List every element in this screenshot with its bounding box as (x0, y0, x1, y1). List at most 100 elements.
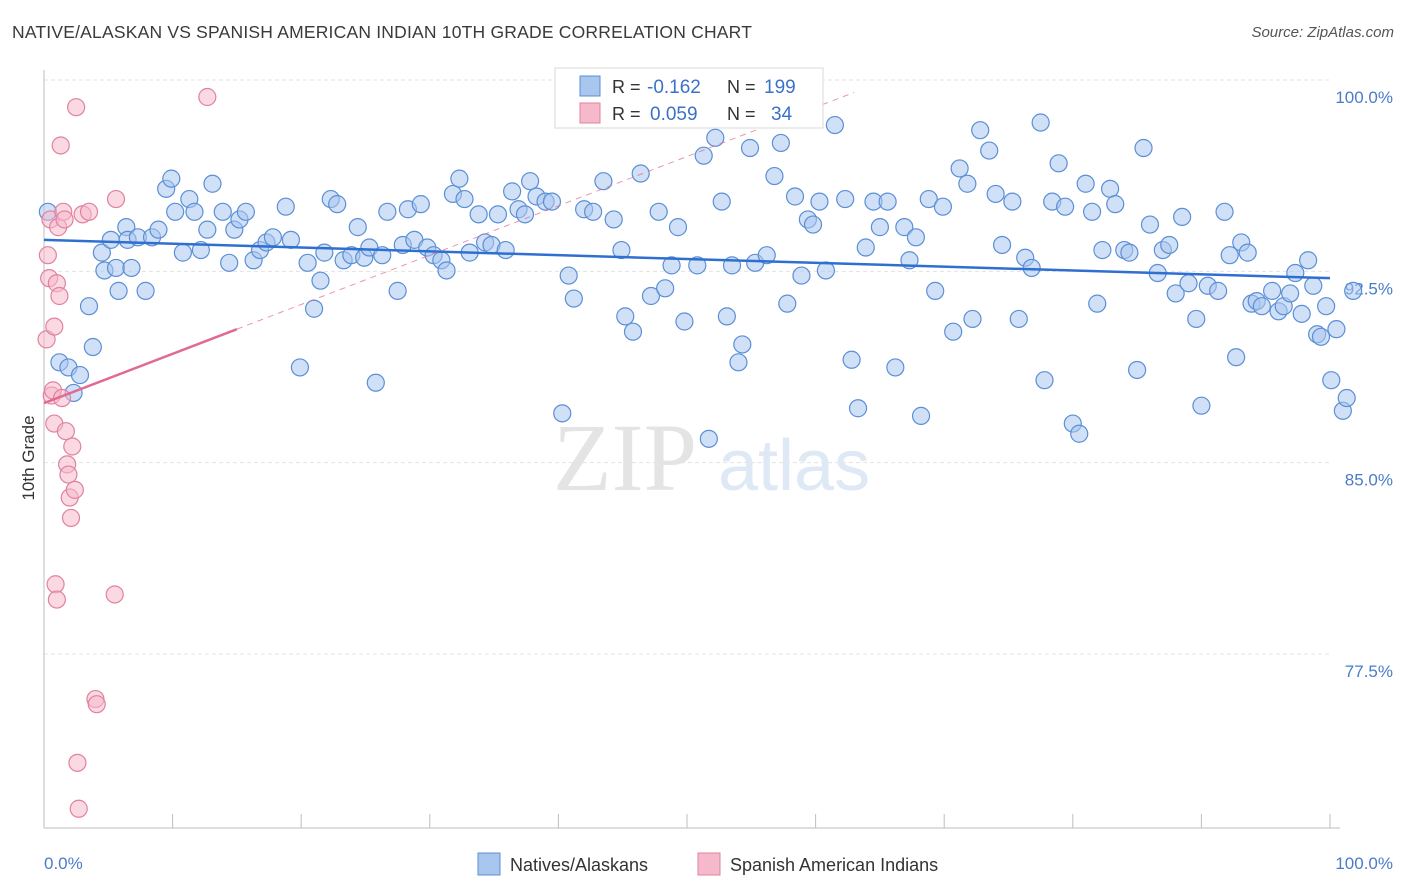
data-point (1127, 360, 1147, 380)
data-point (437, 261, 456, 280)
data-point (1299, 251, 1318, 270)
data-point (992, 235, 1012, 255)
data-point (842, 350, 861, 369)
x-tick-labels: 0.0% 100.0% (44, 854, 1393, 873)
data-point (765, 166, 784, 186)
data-point (1227, 348, 1246, 367)
data-point (971, 121, 990, 140)
data-point (45, 317, 64, 336)
data-point (926, 281, 945, 300)
data-point (668, 218, 688, 237)
trend-line-spanish-american-indians (43, 327, 238, 405)
data-point (564, 289, 583, 308)
data-point (1088, 294, 1107, 313)
data-point (906, 228, 926, 247)
data-point (55, 210, 74, 229)
series-natives-alaskans (38, 113, 1363, 448)
data-point (68, 753, 87, 772)
data-point (1093, 240, 1112, 260)
y-tick-label: 85.0% (1345, 471, 1393, 490)
legend-n-label-1: N = (727, 77, 756, 97)
data-point (503, 182, 522, 201)
data-point (810, 192, 829, 211)
data-point (950, 159, 969, 178)
y-axis-label: 10th Grade (19, 415, 38, 500)
data-point (604, 210, 623, 229)
bottom-legend-swatch-blue (477, 852, 501, 876)
x-tick-label: 0.0% (44, 854, 83, 873)
data-point (92, 243, 111, 262)
data-point (706, 128, 725, 147)
data-point (792, 266, 811, 285)
data-point (631, 164, 650, 183)
data-point (166, 202, 185, 221)
data-point (87, 695, 106, 714)
data-point (1076, 174, 1095, 193)
data-point (895, 218, 914, 237)
data-point (771, 133, 790, 153)
y-tick-labels: 77.5%85.0%92.5%100.0% (1335, 88, 1393, 681)
data-point (1082, 202, 1102, 221)
data-point (712, 192, 731, 211)
data-point (1281, 284, 1300, 303)
data-point (213, 202, 232, 221)
data-point (1049, 154, 1068, 173)
data-point (1252, 297, 1271, 316)
data-point (122, 258, 141, 278)
series-spanish-american-indians (37, 87, 217, 818)
data-point (1031, 113, 1050, 132)
data-point (1055, 197, 1075, 216)
data-point (825, 115, 844, 135)
data-point (1120, 243, 1139, 262)
data-point (79, 297, 99, 316)
data-point (366, 373, 385, 392)
data-point (1311, 327, 1331, 346)
data-point (919, 189, 938, 209)
data-point (50, 286, 69, 306)
data-point (496, 240, 515, 260)
data-point (542, 192, 562, 211)
data-point (1327, 320, 1346, 339)
legend-n-label-2: N = (727, 104, 756, 124)
bottom-legend-swatch-pink (697, 852, 721, 876)
data-point (315, 243, 334, 262)
data-point (1317, 297, 1336, 316)
data-point (290, 358, 310, 377)
legend-r-value-2: 0.059 (650, 104, 698, 125)
data-point (488, 205, 508, 224)
data-point (65, 480, 84, 499)
data-point (944, 322, 963, 341)
legend-r-value-1: -0.162 (647, 77, 701, 98)
data-point (1337, 388, 1356, 408)
data-point (757, 246, 776, 265)
data-point (1100, 179, 1120, 198)
data-point (878, 192, 897, 211)
data-point (612, 240, 631, 260)
legend-n-value-2: 34 (771, 104, 793, 125)
data-point (778, 294, 797, 313)
data-point (623, 322, 643, 341)
data-point (1009, 309, 1028, 329)
data-point (348, 218, 367, 237)
data-point (51, 136, 70, 155)
data-point (980, 141, 999, 160)
data-point (56, 422, 75, 441)
data-point (594, 172, 613, 191)
data-point (298, 253, 317, 272)
data-point (185, 202, 204, 221)
bottom-legend-label-2: Spanish American Indians (730, 855, 938, 875)
data-point (958, 174, 977, 193)
y-tick-label: 100.0% (1335, 88, 1393, 107)
chart-title: NATIVE/ALASKAN VS SPANISH AMERICAN INDIA… (12, 22, 753, 42)
data-point (986, 184, 1005, 204)
data-point (733, 335, 752, 354)
data-point (1215, 202, 1234, 221)
axes (43, 70, 1340, 829)
data-point (61, 508, 81, 528)
data-point (1035, 371, 1054, 390)
data-point (1304, 276, 1323, 295)
data-point (469, 205, 488, 224)
data-point (83, 337, 102, 357)
data-point (203, 174, 222, 193)
